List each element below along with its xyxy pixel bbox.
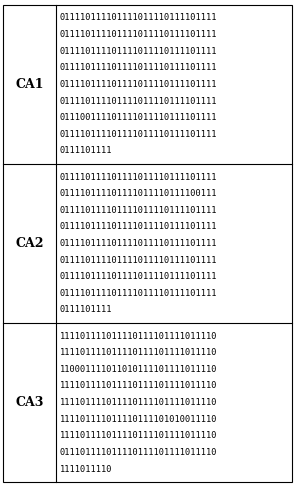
Text: 011110111101111011110111101111: 011110111101111011110111101111: [59, 14, 217, 22]
Text: 011110111101111011110111101111: 011110111101111011110111101111: [59, 272, 217, 281]
Text: 011110111101111011110111101111: 011110111101111011110111101111: [59, 80, 217, 89]
Text: 011110111101111011110111101111: 011110111101111011110111101111: [59, 130, 217, 139]
Text: 011110111101111011110111101111: 011110111101111011110111101111: [59, 289, 217, 298]
Text: 011110111101111011110111101111: 011110111101111011110111101111: [59, 96, 217, 106]
Text: CA1: CA1: [15, 78, 44, 91]
Text: 011110111101111011110111101111: 011110111101111011110111101111: [59, 63, 217, 72]
Text: CA3: CA3: [16, 396, 44, 409]
Text: 011110111101111011110111100111: 011110111101111011110111100111: [59, 189, 217, 198]
Text: 011110111101111011110111101111: 011110111101111011110111101111: [59, 256, 217, 264]
Text: 011101111011110111101111011110: 011101111011110111101111011110: [59, 448, 217, 457]
Text: 011110111101111011110111101111: 011110111101111011110111101111: [59, 206, 217, 215]
Text: 111101111011110111101111011110: 111101111011110111101111011110: [59, 431, 217, 440]
Text: 111101111011110111101111011110: 111101111011110111101111011110: [59, 381, 217, 391]
Text: 011110111101111011110111101111: 011110111101111011110111101111: [59, 223, 217, 231]
Text: 111101111011110111101111011110: 111101111011110111101111011110: [59, 398, 217, 407]
Text: 1111011110: 1111011110: [59, 465, 112, 473]
Text: CA2: CA2: [15, 237, 44, 250]
Text: 011110111101111011110111101111: 011110111101111011110111101111: [59, 172, 217, 182]
Text: 0111101111: 0111101111: [59, 147, 112, 155]
Text: 111101111011110111101111011110: 111101111011110111101111011110: [59, 348, 217, 357]
Text: 011110111101111011110111101111: 011110111101111011110111101111: [59, 47, 217, 56]
Text: 011110111101111011110111101111: 011110111101111011110111101111: [59, 239, 217, 248]
Text: 110001111011010111101111011110: 110001111011010111101111011110: [59, 365, 217, 374]
Text: 0111101111: 0111101111: [59, 305, 112, 315]
Text: 111101111011110111101111011110: 111101111011110111101111011110: [59, 332, 217, 340]
Text: 111101111011110111101010011110: 111101111011110111101010011110: [59, 415, 217, 424]
Text: 011110111101111011110111101111: 011110111101111011110111101111: [59, 30, 217, 39]
Text: 011100111101111011110111101111: 011100111101111011110111101111: [59, 113, 217, 122]
